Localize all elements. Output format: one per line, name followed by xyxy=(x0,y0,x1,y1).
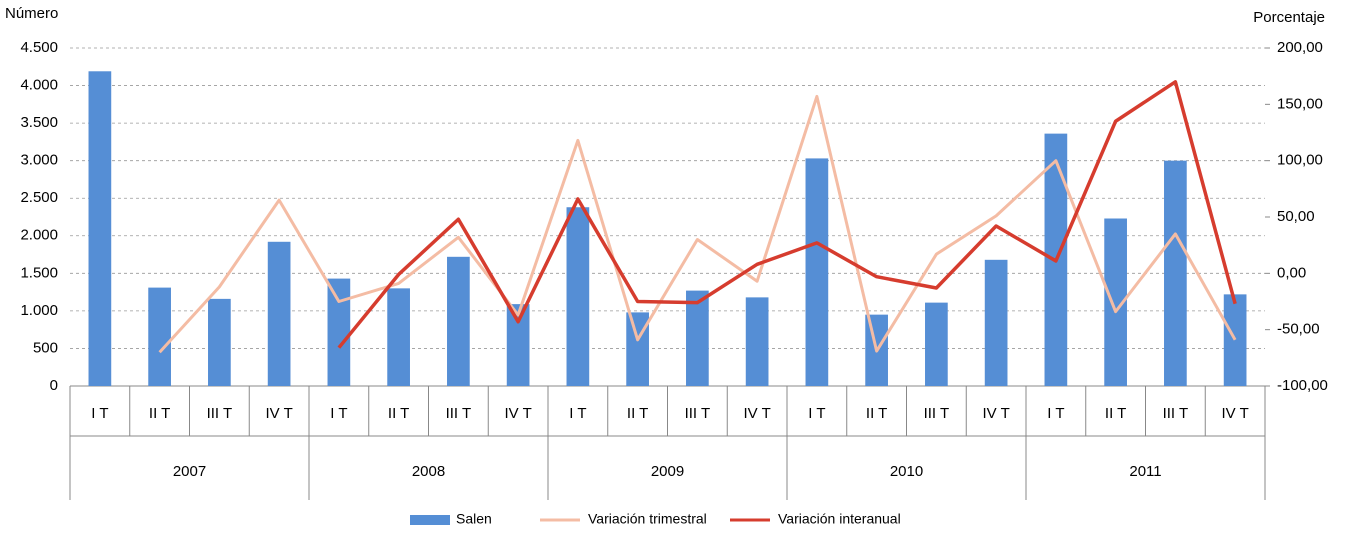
x-tick-label: IV T xyxy=(983,405,1010,422)
line-series xyxy=(158,94,1237,354)
x-tick-label: IV T xyxy=(744,405,771,422)
bar xyxy=(925,302,948,386)
y2-tick-label: -100,00 xyxy=(1277,377,1328,394)
x-tick-label: I T xyxy=(91,405,108,422)
x-tick-label: II T xyxy=(627,405,648,422)
x-tick-label: III T xyxy=(1163,405,1189,422)
x-tick-label: I T xyxy=(1047,405,1064,422)
legend-label: Salen xyxy=(456,511,492,527)
bar xyxy=(1223,294,1247,386)
group-label: 2010 xyxy=(890,463,923,480)
x-tick-label: II T xyxy=(866,405,887,422)
y-tick-label: 2.000 xyxy=(20,227,58,244)
x-tick-label: III T xyxy=(446,405,472,422)
x-tick-label: II T xyxy=(388,405,409,422)
group-label: 2011 xyxy=(1129,463,1161,480)
y-tick-label: 4.500 xyxy=(20,39,58,56)
bar xyxy=(1104,218,1127,386)
bar xyxy=(506,304,530,386)
x-tick-label: III T xyxy=(924,405,950,422)
x-tick-label: III T xyxy=(207,405,233,422)
x-tick-label: I T xyxy=(808,405,825,422)
y2-tick-label: 100,00 xyxy=(1277,152,1323,169)
line-series xyxy=(337,80,1237,349)
y-tick-label: 3.500 xyxy=(20,114,58,131)
legend-label: Variación trimestral xyxy=(588,511,707,527)
group-label: 2009 xyxy=(651,463,684,480)
bar xyxy=(686,290,709,386)
bar xyxy=(566,207,590,386)
y2-tick-label: 200,00 xyxy=(1277,39,1323,56)
x-tick-label: I T xyxy=(569,405,586,422)
y-axis-title: Número xyxy=(5,5,58,22)
bar xyxy=(447,256,470,386)
bar xyxy=(88,71,112,386)
y2-tick-label: 150,00 xyxy=(1277,95,1323,112)
y-tick-label: 1.000 xyxy=(20,302,58,319)
bar xyxy=(327,278,351,386)
x-tick-label: IV T xyxy=(505,405,532,422)
bar xyxy=(805,158,829,386)
bar xyxy=(626,312,649,386)
legend-swatch xyxy=(410,515,450,525)
y-tick-label: 4.000 xyxy=(20,77,58,94)
bar xyxy=(984,259,1008,386)
y-tick-label: 3.000 xyxy=(20,152,58,169)
legend-label: Variación interanual xyxy=(778,511,901,527)
bar xyxy=(745,297,769,386)
bar xyxy=(387,288,410,386)
y2-tick-label: 50,00 xyxy=(1277,208,1315,225)
bar xyxy=(1164,160,1187,386)
y2-axis-title: Porcentaje xyxy=(1253,9,1325,26)
y2-tick-label: -50,00 xyxy=(1277,321,1320,338)
x-tick-label: II T xyxy=(1105,405,1126,422)
y-tick-label: 500 xyxy=(33,339,58,356)
x-tick-label: III T xyxy=(685,405,711,422)
x-tick-label: II T xyxy=(149,405,170,422)
bar xyxy=(148,287,171,386)
bar xyxy=(208,298,231,386)
x-tick-label: I T xyxy=(330,405,347,422)
x-tick-label: IV T xyxy=(1222,405,1249,422)
bar xyxy=(267,241,291,386)
group-label: 2007 xyxy=(173,463,206,480)
group-label: 2008 xyxy=(412,463,445,480)
y-tick-label: 1.500 xyxy=(20,264,58,281)
x-tick-label: IV T xyxy=(266,405,293,422)
y-tick-label: 0 xyxy=(50,377,58,394)
y-tick-label: 2.500 xyxy=(20,189,58,206)
y2-tick-label: 0,00 xyxy=(1277,264,1306,281)
